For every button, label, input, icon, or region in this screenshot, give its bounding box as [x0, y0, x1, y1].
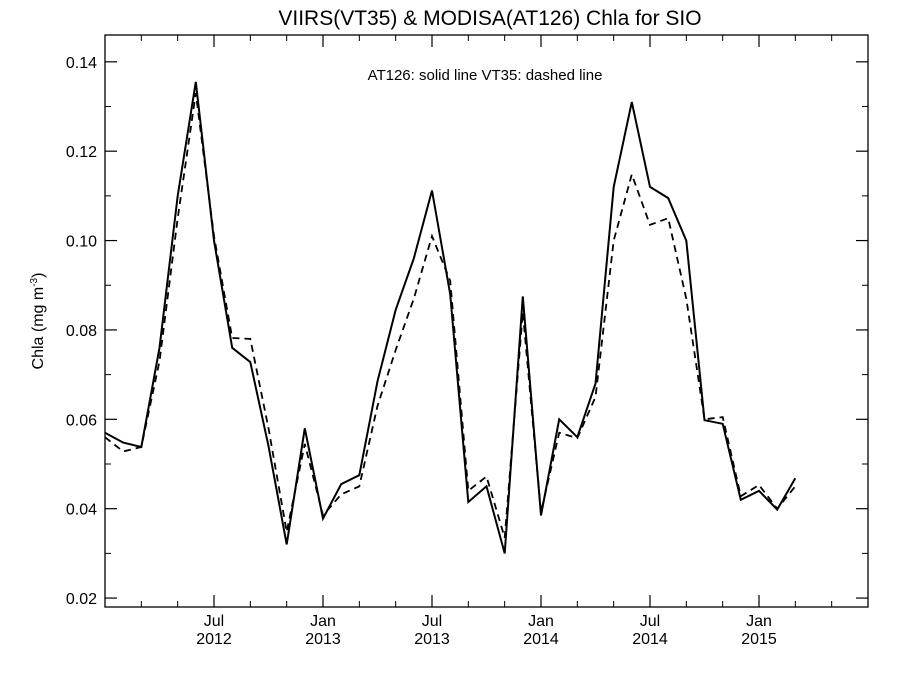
plot-frame [104, 34, 869, 608]
y-tick-label: 0.14 [66, 55, 97, 72]
series-line-vt35 [104, 92, 797, 538]
x-tick-month-label: Jan [528, 613, 554, 630]
x-tick-year-label: 2012 [196, 631, 232, 648]
x-tick-month-label: Jul [204, 613, 224, 630]
x-tick-year-label: 2015 [741, 631, 777, 648]
series-annotation: AT126: solid line VT35: dashed line [368, 67, 603, 84]
chart-title: VIIRS(VT35) & MODISA(AT126) Chla for SIO [278, 7, 701, 30]
y-axis: 0.02 0.04 0.06 0.08 0.10 0.12 0.14 [66, 55, 868, 608]
x-axis: Jul2012Jan2013Jul2013Jan2014Jul2014Jan20… [140, 35, 833, 648]
x-tick-year-label: 2013 [305, 631, 341, 648]
x-tick-month-label: Jan [746, 613, 772, 630]
series-line-at126 [104, 81, 797, 554]
y-tick-label: 0.12 [66, 144, 97, 161]
y-tick-label: 0.10 [66, 234, 97, 251]
x-tick-year-label: 2013 [414, 631, 450, 648]
y-axis-label-superscript: -3 [29, 277, 40, 286]
series-layer [104, 81, 797, 554]
x-tick-year-label: 2014 [523, 631, 559, 648]
y-tick-label: 0.08 [66, 323, 97, 340]
x-tick-year-label: 2014 [632, 631, 668, 648]
y-tick-label: 0.04 [66, 502, 97, 519]
x-tick-month-label: Jul [422, 613, 442, 630]
x-tick-month-label: Jan [310, 613, 336, 630]
x-tick-month-label: Jul [640, 613, 660, 630]
y-axis-label: Chla (mg m-3) [29, 273, 47, 370]
y-axis-label-text: Chla (mg m [30, 287, 47, 370]
y-tick-label: 0.02 [66, 591, 97, 608]
y-axis-label-close: ) [30, 273, 47, 278]
y-tick-label: 0.06 [66, 412, 97, 429]
